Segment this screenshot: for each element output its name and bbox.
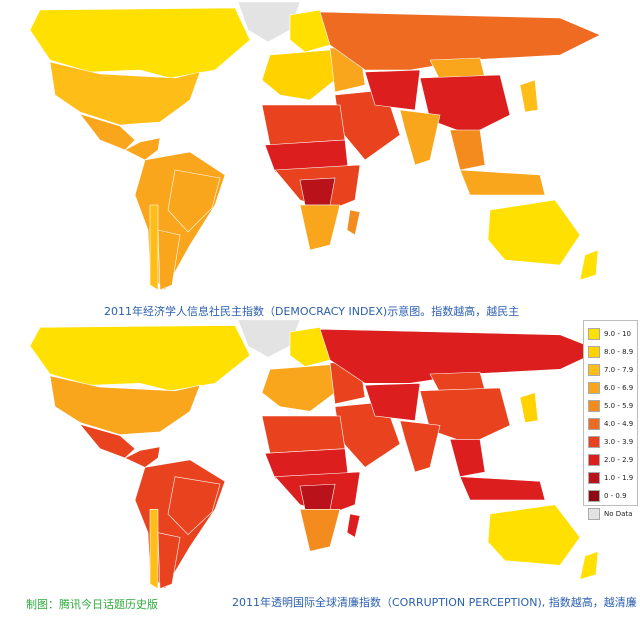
region-mexico [79, 423, 136, 459]
region-new-zealand [579, 249, 599, 281]
legend-label: 3.0 - 3.9 [604, 438, 634, 446]
region-china [419, 74, 511, 136]
legend-swatch [588, 436, 600, 448]
legend-label: 7.0 - 7.9 [604, 366, 634, 374]
legend-swatch [588, 400, 600, 412]
region-greenland [237, 1, 301, 43]
legend-swatch [588, 472, 600, 484]
legend-item: 4.0 - 4.9 [588, 415, 637, 433]
region-australia [487, 199, 581, 266]
region-nordic [289, 327, 331, 367]
democracy-index-map [29, 1, 601, 291]
region-madagascar [346, 209, 361, 236]
region-north-africa [261, 415, 346, 454]
legend-item: 1.0 - 1.9 [588, 469, 637, 487]
legend-label: 1.0 - 1.9 [604, 474, 634, 482]
legend-item: 8.0 - 8.9 [588, 343, 637, 361]
region-canada [29, 325, 251, 392]
region-australia [487, 504, 581, 566]
legend-label: 9.0 - 10 [604, 330, 632, 338]
region-argentina [157, 532, 181, 590]
legend-item: 9.0 - 10 [588, 325, 637, 343]
region-india [399, 109, 441, 166]
region-chile [149, 509, 159, 590]
region-india [399, 420, 441, 473]
legend-swatch [588, 346, 600, 358]
legend-item: 0 - 0.9 [588, 487, 637, 505]
legend-item: 2.0 - 2.9 [588, 451, 637, 469]
region-usa [49, 375, 201, 435]
map-credit: 制图：腾讯今日话题历史版 [26, 598, 158, 611]
region-north-africa [261, 104, 346, 146]
democracy-map-caption: 2011年经济学人信息社民主指数（DEMOCRACY INDEX)示意图。指数越… [104, 305, 520, 318]
legend-item: 6.0 - 6.9 [588, 379, 637, 397]
region-central-africa [299, 483, 336, 510]
region-argentina [157, 229, 181, 291]
legend-label: 5.0 - 5.9 [604, 402, 634, 410]
legend-label: 8.0 - 8.9 [604, 348, 634, 356]
region-southeast-asia [449, 129, 486, 171]
region-new-zealand [579, 550, 599, 580]
region-greenland [237, 319, 301, 358]
region-south-africa [299, 204, 341, 251]
legend-label: 0 - 0.9 [604, 492, 627, 500]
region-central-asia [364, 69, 421, 111]
legend-swatch [588, 490, 600, 502]
region-south-africa [299, 509, 341, 552]
region-southeast-asia [449, 439, 486, 477]
legend-item: No Data [588, 505, 637, 523]
region-usa [49, 61, 201, 126]
region-central-america [124, 137, 161, 161]
region-brazil [167, 169, 221, 233]
region-nordic [289, 9, 331, 53]
region-brazil [167, 476, 221, 535]
legend-swatch [588, 454, 600, 466]
region-indonesia [459, 169, 546, 196]
region-madagascar [346, 513, 361, 538]
region-canada [29, 7, 251, 79]
legend-item: 7.0 - 7.9 [588, 361, 637, 379]
region-europe [261, 364, 336, 412]
region-mexico [79, 113, 136, 151]
legend-swatch [588, 328, 600, 340]
legend-swatch [588, 418, 600, 430]
region-japan [519, 79, 539, 113]
region-europe [261, 49, 336, 101]
legend-item: 3.0 - 3.9 [588, 433, 637, 451]
legend-label: 6.0 - 6.9 [604, 384, 634, 392]
region-china [419, 387, 511, 445]
legend-item: 5.0 - 5.9 [588, 397, 637, 415]
legend-label: No Data [604, 510, 633, 518]
legend-swatch [588, 508, 600, 520]
region-central-africa [299, 177, 336, 206]
region-central-america [124, 446, 161, 468]
legend-label: 2.0 - 2.9 [604, 456, 634, 464]
legend-swatch [588, 382, 600, 394]
corruption-map-caption: 2011年透明国际全球清廉指数（CORRUPTION PERCEPTION), … [232, 596, 637, 609]
map-legend: 9.0 - 10 8.0 - 8.9 7.0 - 7.9 6.0 - 6.9 5.0 -… [583, 320, 638, 520]
region-indonesia [459, 476, 546, 501]
region-japan [519, 392, 539, 423]
legend-label: 4.0 - 4.9 [604, 420, 634, 428]
corruption-perception-map [29, 319, 601, 590]
region-chile [149, 204, 159, 291]
region-central-asia [364, 383, 421, 421]
legend-swatch [588, 364, 600, 376]
